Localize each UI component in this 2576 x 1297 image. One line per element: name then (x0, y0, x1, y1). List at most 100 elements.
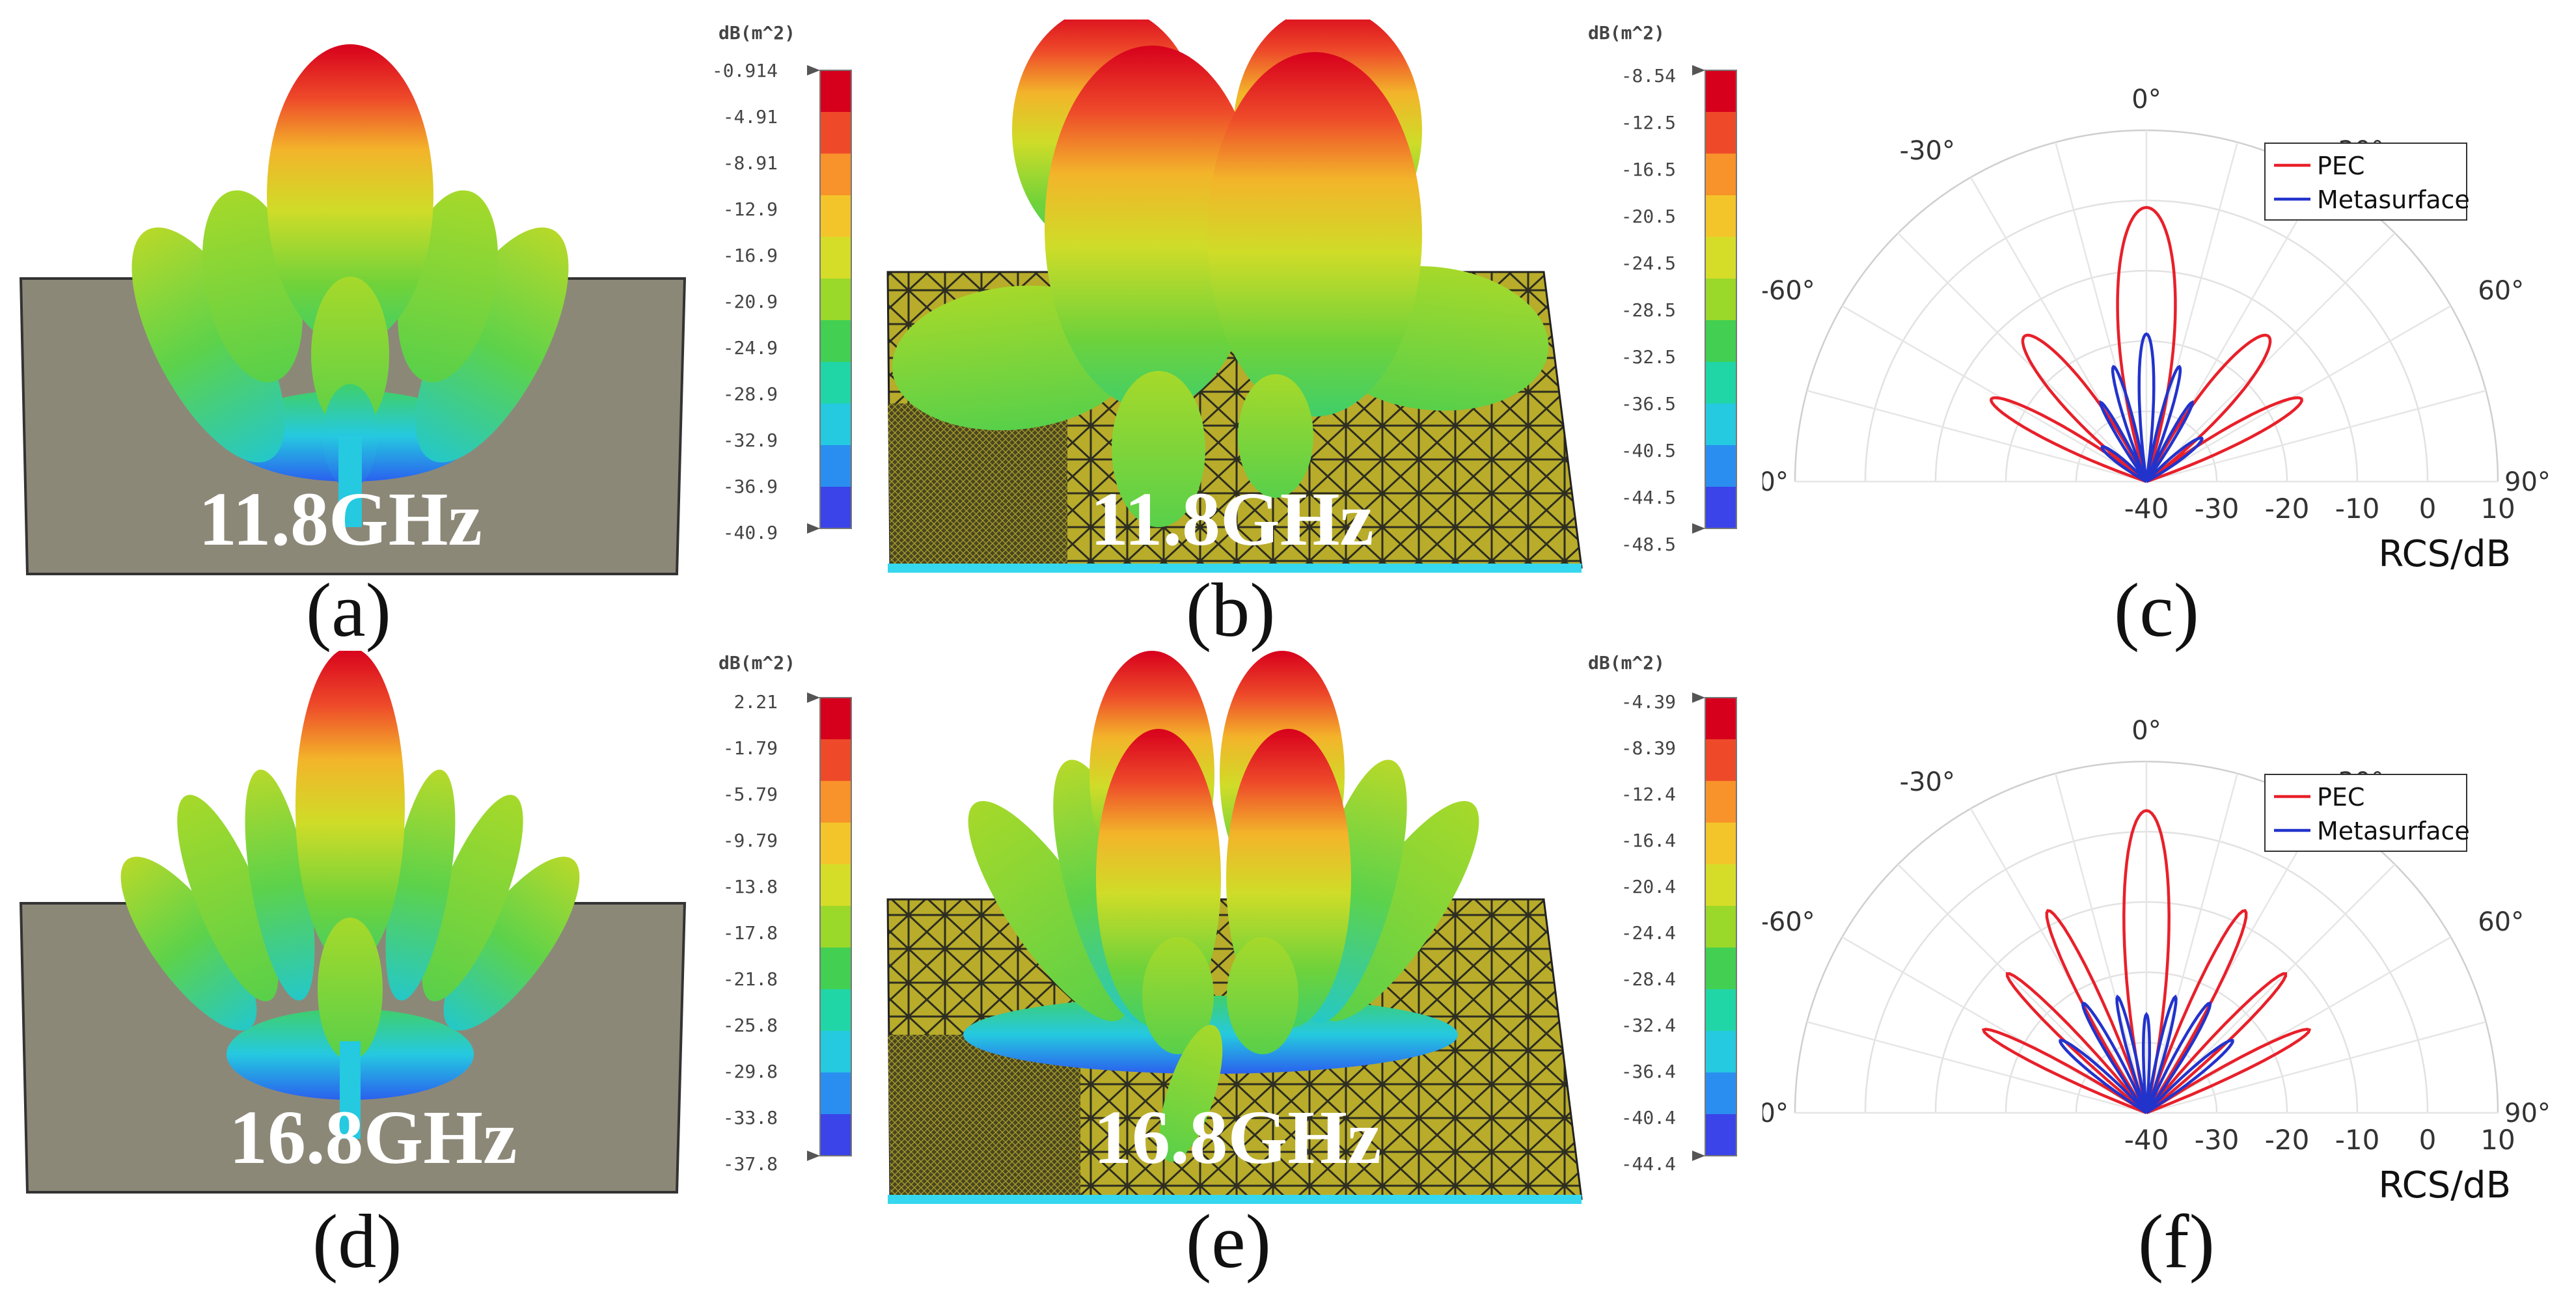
polar-xlabel: RCS/dB (2378, 533, 2511, 575)
colorbar-min-marker (807, 1151, 820, 1161)
colorbar-tick: -4.39 (1621, 691, 1676, 713)
legend-entry: Metasurface (2317, 817, 2470, 845)
colorbar-gradient-e (1692, 692, 1737, 1161)
colorbar-segment (820, 445, 851, 487)
colorbar-segment (1705, 279, 1736, 321)
colorbar-segment (820, 989, 851, 1031)
colorbar-tick: -8.54 (1621, 65, 1676, 87)
subfigure-label-f: (f) (2138, 1199, 2215, 1284)
colorbar-segment (820, 698, 851, 740)
colorbar-segment (820, 320, 851, 362)
panel-a-3d-pattern: 11.8GHz (13, 20, 703, 592)
polar-angle-label: -30° (1900, 136, 1955, 166)
colorbar-segment (1705, 698, 1736, 740)
colorbar-tick: -25.8 (722, 1015, 778, 1036)
colorbar-segment (1705, 112, 1736, 154)
panel-d-3d-pattern: 16.8GHz (13, 651, 703, 1210)
subfigure-label-d: (d) (312, 1199, 402, 1284)
colorbar-tick: -33.8 (722, 1107, 778, 1128)
polar-grid-spoke (2145, 773, 2238, 1113)
polar-radial-tick-label: -10 (2335, 493, 2380, 525)
colorbar-frame (819, 697, 852, 1156)
colorbar-gradient-d (807, 692, 852, 1161)
colorbar-unit-b: dB(m^2) (1588, 22, 1665, 44)
polar-grid-spoke (1969, 808, 2148, 1113)
series-line-pec (1981, 809, 2312, 1115)
colorbar-segment (1705, 70, 1736, 113)
colorbar-segment (820, 823, 851, 865)
subfigure-label-a: (a) (306, 567, 391, 653)
frequency-label-b: 11.8GHz (1090, 476, 1374, 562)
colorbar-tick: -37.8 (722, 1153, 778, 1175)
colorbar-segment (820, 781, 851, 823)
colorbar-frame (1705, 697, 1737, 1156)
colorbar-tick: -12.9 (722, 198, 778, 220)
colorbar-segment (1705, 948, 1736, 990)
series-line-metasurface (2059, 994, 2234, 1114)
colorbar-frame (1705, 70, 1737, 529)
colorbar-max-marker (807, 692, 820, 703)
polar-grid-spoke (2146, 232, 2396, 482)
polar-angle-label: 60° (2478, 907, 2524, 937)
colorbar-tick: -8.91 (722, 152, 778, 174)
subfigure-label-e: (e) (1186, 1199, 1271, 1284)
polar-grid-spoke (2146, 936, 2452, 1114)
polar-angle-label: 60° (2478, 276, 2524, 306)
legend-entry: PEC (2317, 152, 2364, 180)
colorbar-segment (820, 487, 851, 529)
colorbar-segment (820, 1031, 851, 1073)
polar-angle-label: -60° (1762, 907, 1815, 937)
colorbar-segment (820, 403, 851, 446)
legend-box (2264, 774, 2467, 852)
colorbar-tick: -44.5 (1621, 487, 1676, 508)
polar-grid-spoke (2145, 808, 2323, 1113)
colorbar-tick: -44.4 (1621, 1153, 1676, 1175)
colorbar-segment (820, 237, 851, 279)
colorbar-tick: -5.79 (722, 784, 778, 805)
polar-angle-label: -30° (1900, 767, 1955, 797)
colorbar-segment (1705, 989, 1736, 1031)
colorbar-tick: -12.5 (1621, 112, 1676, 133)
colorbar-max-marker (1692, 65, 1705, 75)
colorbar-tick: -24.5 (1621, 253, 1676, 274)
colorbar-unit-e: dB(m^2) (1588, 652, 1665, 674)
colorbar-tick: -12.4 (1621, 784, 1676, 805)
colorbar-tick: -28.5 (1621, 299, 1676, 321)
frequency-label-d: 16.8GHz (229, 1095, 517, 1180)
colorbar-segment (1705, 823, 1736, 865)
legend-entry: PEC (2317, 783, 2364, 812)
colorbar-tick: -36.5 (1621, 393, 1676, 415)
polar-grid-spoke (2146, 390, 2486, 483)
colorbar-segment (820, 154, 851, 196)
colorbar-min-marker (807, 523, 820, 534)
colorbar-tick: -16.9 (722, 245, 778, 266)
rcs-3d-pattern-a (19, 44, 687, 575)
polar-radial-tick-label: -20 (2265, 493, 2310, 525)
polar-radial-tick-label: -30 (2195, 493, 2240, 525)
colorbar-tick: -9.79 (722, 830, 778, 851)
series-line-metasurface (2099, 332, 2204, 483)
colorbar-segment (1705, 320, 1736, 362)
polar-radial-tick-label: -20 (2265, 1124, 2310, 1156)
frequency-label-e: 16.8GHz (1093, 1095, 1382, 1180)
colorbar-tick: -40.4 (1621, 1107, 1676, 1128)
polar-angle-label: -60° (1762, 276, 1815, 306)
polar-angle-label: 0° (2131, 716, 2161, 746)
legend-entry: Metasurface (2317, 185, 2470, 214)
polar-radial-tick-label: -40 (2124, 1124, 2169, 1156)
colorbar-tick: -32.9 (722, 430, 778, 451)
colorbar-segment (1705, 487, 1736, 529)
colorbar-segment (820, 362, 851, 404)
colorbar-segment (1705, 445, 1736, 487)
colorbar-segment (1705, 864, 1736, 907)
polar-radial-tick-label: -30 (2195, 1124, 2240, 1156)
colorbar-tick: 2.21 (733, 691, 778, 713)
colorbar-tick: -16.4 (1621, 830, 1676, 851)
colorbar-segment (820, 948, 851, 990)
colorbar-b: dB(m^2) -8.54 -12.5 -16.5 -20.5 -24.5 -2… (1588, 0, 1757, 586)
colorbar-segment (1705, 403, 1736, 446)
colorbar-segment (820, 195, 851, 238)
colorbar-max-marker (1692, 692, 1705, 703)
colorbar-tick: -0.914 (711, 60, 778, 81)
colorbar-segment (820, 279, 851, 321)
